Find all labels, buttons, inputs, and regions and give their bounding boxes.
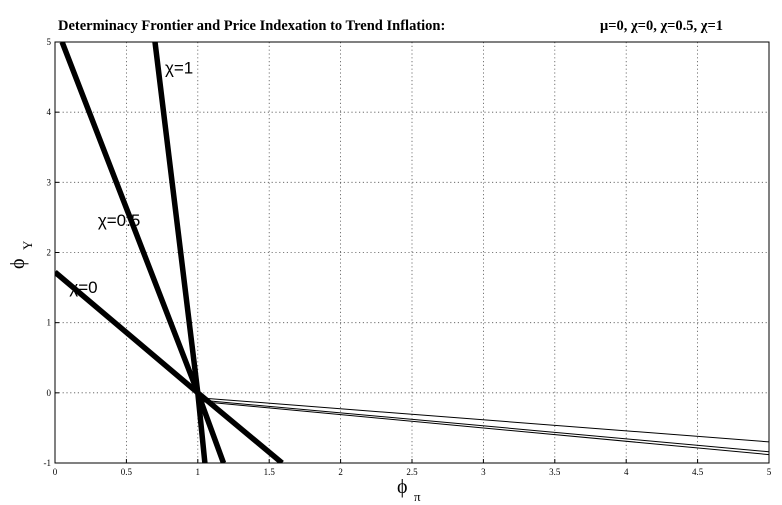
y-axis-label-group: ϕ Y	[7, 240, 35, 269]
x-tick-label: 1	[196, 467, 201, 477]
x-tick-label: 2.5	[406, 467, 418, 477]
y-tick-label: 0	[47, 388, 52, 398]
y-axis-label-subscript: Y	[20, 240, 35, 250]
x-axis-label-subscript: π	[414, 489, 421, 504]
y-axis-label: ϕ	[7, 258, 29, 269]
x-tick-label: 1.5	[264, 467, 276, 477]
y-tick-label: 5	[47, 37, 52, 47]
series-annotation: χ=0	[69, 278, 97, 297]
x-tick-label: 0	[53, 467, 58, 477]
series-line-thick	[152, 42, 208, 463]
x-axis-label: ϕ	[397, 476, 408, 498]
series-group	[55, 42, 769, 463]
series-line-thin	[197, 399, 769, 453]
series-line-thick	[55, 269, 284, 463]
series-line-thin	[197, 397, 769, 443]
x-tick-label: 5	[767, 467, 772, 477]
series-line-thin	[197, 400, 769, 456]
y-tick-label: -1	[44, 458, 52, 468]
x-tick-label: 4	[624, 467, 629, 477]
annotations: χ=1 χ=0.5 χ=0	[69, 59, 193, 298]
series-annotation: χ=0.5	[98, 211, 140, 230]
x-tick-label: 2	[338, 467, 343, 477]
x-tick-label: 3	[481, 467, 486, 477]
series-annotation: χ=1	[165, 59, 193, 78]
x-tick-label: 0.5	[121, 467, 133, 477]
y-tick-label: 3	[47, 177, 52, 187]
x-tick-label: 4.5	[692, 467, 704, 477]
y-tick-label: 4	[47, 107, 52, 117]
x-tick-label: 3.5	[549, 467, 561, 477]
series-layer	[55, 42, 769, 463]
chart-title: Determinacy Frontier and Price Indexatio…	[58, 18, 445, 34]
chart-subtitle: μ=0, χ=0, χ=0.5, χ=1	[600, 18, 723, 34]
y-tick-label: 1	[47, 318, 52, 328]
y-tick-label: 2	[47, 248, 52, 258]
